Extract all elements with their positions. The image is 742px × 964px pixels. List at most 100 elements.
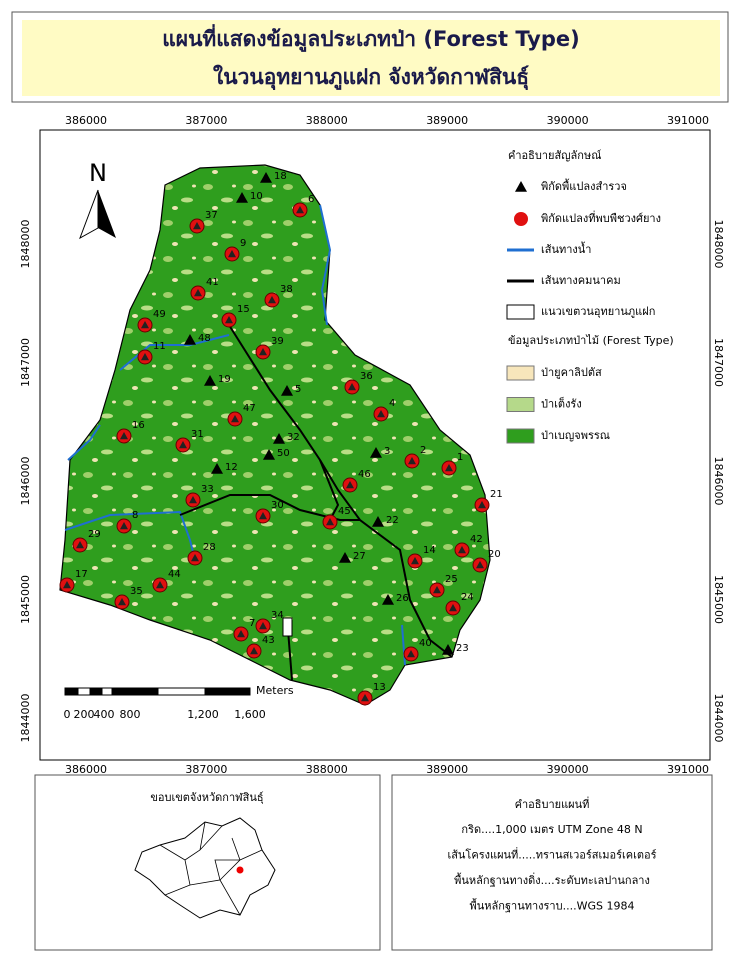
- park-area: [59, 164, 491, 706]
- legend-symbol: [514, 212, 528, 226]
- legend-subtitle: ข้อมูลประเภทป่าไม้ (Forest Type): [508, 334, 674, 347]
- point-label: 41: [206, 277, 219, 288]
- point-label: 3: [384, 446, 390, 457]
- point-label: 15: [237, 304, 250, 315]
- found-point-center: [225, 316, 233, 324]
- found-point-center: [377, 410, 385, 418]
- title-line: แผนที่แสดงข้อมูลประเภทป่า (Forest Type): [162, 23, 580, 53]
- waterway: [67, 424, 101, 461]
- notes-line: เส้นโครงแผนที่.....ทรานสเวอร์สเมอร์เคเตอ…: [447, 847, 656, 862]
- y-coord-label: 1844000: [19, 694, 32, 743]
- x-coord-label: 388000: [306, 763, 348, 776]
- x-coord-label: 389000: [426, 763, 468, 776]
- survey-point: [211, 463, 223, 474]
- waterway: [401, 624, 406, 666]
- point-label: 8: [132, 510, 138, 521]
- waterway: [319, 204, 332, 326]
- legend-symbol: [515, 181, 527, 192]
- point-label: 42: [470, 534, 483, 545]
- notes-line: กริด....1,000 เมตร UTM Zone 48 N: [461, 823, 642, 836]
- point-label: 13: [373, 682, 386, 693]
- title-bg: [22, 20, 720, 96]
- point-label: 16: [132, 420, 145, 431]
- point-label: 10: [250, 191, 263, 202]
- found-point-center: [141, 321, 149, 329]
- found-point-center: [118, 598, 126, 606]
- survey-point: [370, 447, 382, 458]
- point-label: 17: [75, 569, 88, 580]
- north-arrow: [79, 189, 116, 240]
- scale-segment: [77, 687, 91, 696]
- point-label: 35: [130, 586, 143, 597]
- inset-title: ขอบเขตจังหวัดกาฬสินธุ์: [150, 791, 263, 804]
- found-point-center: [268, 296, 276, 304]
- found-point-center: [296, 206, 304, 214]
- title-line: ในวนอุทยานภูแฝก จังหวัดกาฬสินธุ์: [213, 64, 529, 91]
- found-point-center: [231, 415, 239, 423]
- notes-frame: [391, 774, 713, 951]
- park-location: [236, 866, 244, 874]
- x-coord-label: 390000: [547, 763, 589, 776]
- x-coord-label: 391000: [667, 763, 709, 776]
- found-point-center: [259, 622, 267, 630]
- district-lines: [159, 821, 263, 916]
- found-point-center: [458, 546, 466, 554]
- found-point-center: [433, 586, 441, 594]
- survey-point: [236, 192, 248, 203]
- y-coord-label: 1844000: [712, 694, 725, 743]
- scale-label: 400: [94, 708, 115, 721]
- x-coord-label: 391000: [667, 114, 709, 127]
- found-point-center: [189, 496, 197, 504]
- point-label: 9: [240, 238, 246, 249]
- found-point-center: [76, 541, 84, 549]
- y-coord-label: 1845000: [19, 575, 32, 624]
- survey-point: [204, 375, 216, 386]
- survey-point: [382, 594, 394, 605]
- found-point-center: [141, 353, 149, 361]
- x-coord-label: 386000: [65, 763, 107, 776]
- survey-point: [339, 552, 351, 563]
- scale-segment: [101, 687, 113, 696]
- found-point-center: [348, 383, 356, 391]
- survey-point: [372, 516, 384, 527]
- found-point-center: [326, 518, 334, 526]
- found-point-center: [346, 481, 354, 489]
- point-label: 37: [205, 210, 218, 221]
- found-point-center: [120, 432, 128, 440]
- x-coord-label: 387000: [185, 114, 227, 127]
- y-coord-label: 1847000: [19, 338, 32, 387]
- notes-line: พื้นหลักฐานทางดิ่ง....ระดับทะเลปานกลาง: [454, 872, 650, 887]
- found-point-center: [191, 554, 199, 562]
- x-coord-label: 386000: [65, 114, 107, 127]
- scale-segment: [89, 687, 103, 696]
- scale-unit: Meters: [256, 684, 294, 697]
- north-label: N: [89, 159, 107, 187]
- legend-label: พิกัดแปลงที่พบพืชวงศ์ยาง: [541, 210, 661, 225]
- point-label: 32: [287, 432, 300, 443]
- found-point-center: [193, 222, 201, 230]
- waterways: [64, 204, 406, 666]
- scale-label: 1,600: [234, 708, 266, 721]
- point-label: 20: [488, 549, 501, 560]
- point-label: 4: [389, 398, 395, 409]
- found-point-center: [407, 650, 415, 658]
- scale-segment: [111, 687, 159, 696]
- scale-label: 0: [64, 708, 71, 721]
- legend-symbol: [506, 304, 535, 320]
- point-label: 21: [490, 489, 503, 500]
- point-label: 39: [271, 336, 284, 347]
- point-label: 12: [225, 462, 238, 473]
- found-point-center: [449, 604, 457, 612]
- point-label: 25: [445, 574, 458, 585]
- point-label: 26: [396, 593, 409, 604]
- found-point-center: [179, 441, 187, 449]
- survey-point: [442, 644, 454, 655]
- x-coord-label: 389000: [426, 114, 468, 127]
- point-label: 44: [168, 569, 181, 580]
- point-label: 28: [203, 542, 216, 553]
- road: [228, 324, 453, 658]
- notes-line: พื้นหลักฐานทางราบ....WGS 1984: [470, 898, 635, 913]
- point-label: 36: [360, 371, 373, 382]
- found-point-center: [411, 557, 419, 565]
- legend-label: ป่าเบญจพรรณ: [541, 429, 610, 442]
